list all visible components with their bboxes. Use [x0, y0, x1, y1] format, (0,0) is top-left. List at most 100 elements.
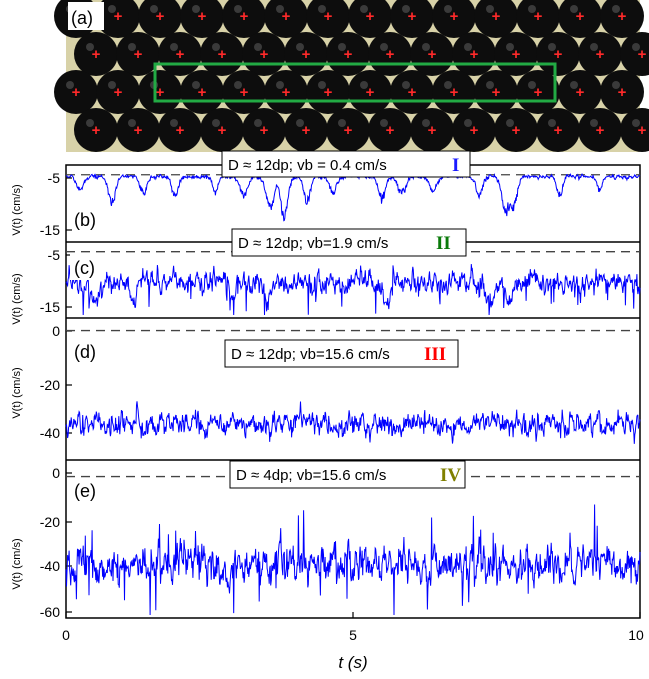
- grain: [390, 70, 434, 114]
- grain-highlight: [150, 5, 158, 13]
- grain-highlight: [276, 5, 284, 13]
- y-tick-label: -15: [40, 299, 60, 315]
- particle-center-marker: +: [156, 8, 165, 25]
- annotation-text: D ≈ 12dp; vb=15.6 cm/s: [231, 346, 390, 363]
- grain-highlight: [444, 5, 452, 13]
- grain: [474, 0, 518, 38]
- grain: [158, 108, 202, 152]
- regime-label: III: [424, 344, 446, 365]
- particle-center-marker: +: [450, 84, 459, 101]
- grain: [348, 70, 392, 114]
- velocity-series-line: [65, 264, 641, 316]
- particle-center-marker: +: [344, 46, 353, 63]
- grain-highlight: [590, 119, 598, 127]
- y-tick-label: -20: [40, 514, 60, 530]
- grain: [306, 0, 350, 38]
- regime-label: II: [436, 233, 451, 254]
- particle-center-marker: +: [618, 8, 627, 25]
- annotation-text: D ≈ 12dp; vb = 0.4 cm/s: [228, 157, 387, 174]
- velocity-series-line: [65, 172, 641, 222]
- grain-highlight: [464, 43, 472, 51]
- x-axis: 0 5 10 t (s): [62, 612, 644, 672]
- grain: [432, 0, 476, 38]
- grain-highlight: [66, 81, 74, 89]
- grain: [96, 0, 140, 38]
- particle-center-marker: +: [512, 46, 521, 63]
- green-selection-box: [153, 62, 557, 103]
- grain-highlight: [402, 5, 410, 13]
- grain-highlight: [360, 5, 368, 13]
- panel-label: (c): [74, 258, 95, 278]
- grain-highlight: [170, 43, 178, 51]
- grain-highlight: [422, 119, 430, 127]
- grain: [116, 108, 160, 152]
- grain-highlight: [296, 43, 304, 51]
- panel-b: -5 -15 V(t) (cm/s) (b) D ≈ 12dp; vb = 0.4 cm…: [11, 150, 641, 238]
- particle-center-marker: +: [92, 46, 101, 63]
- particle-center-marker: +: [156, 84, 165, 101]
- grain-highlight: [128, 119, 136, 127]
- grain: [410, 108, 454, 152]
- y-axis-title: V(t) (cm/s): [11, 273, 23, 324]
- y-axis-title: V(t) (cm/s): [11, 538, 23, 589]
- grain-highlight: [234, 81, 242, 89]
- grain: [620, 32, 649, 76]
- grain-highlight: [632, 43, 640, 51]
- x-tick-label: 0: [62, 627, 70, 643]
- grain: [600, 0, 644, 38]
- particle-center-marker: +: [324, 84, 333, 101]
- grain-highlight: [528, 81, 536, 89]
- annotation-box: [221, 150, 471, 178]
- particle-center-marker: +: [428, 46, 437, 63]
- grain-highlight: [318, 5, 326, 13]
- grain-highlight: [86, 43, 94, 51]
- panel-label: (b): [74, 210, 96, 230]
- grain-highlight: [192, 81, 200, 89]
- grain-highlight: [422, 43, 430, 51]
- grain: [74, 32, 118, 76]
- particle-center-marker: +: [492, 8, 501, 25]
- y-axis-title: V(t) (cm/s): [11, 184, 23, 235]
- grain: [390, 0, 434, 38]
- grain-highlight: [338, 43, 346, 51]
- annotation-box: [229, 460, 466, 489]
- particle-center-marker: +: [134, 122, 143, 139]
- grain: [284, 108, 328, 152]
- grain: [536, 108, 580, 152]
- particle-center-marker: +: [218, 122, 227, 139]
- panel-a-photo: + + + + + + + + + + + + + + + + + + + + + + + + + + + + + + + + + + + + + + + +…: [54, 0, 649, 152]
- grain: [222, 0, 266, 38]
- grain: [620, 108, 649, 152]
- regime-label: I: [452, 155, 459, 176]
- grain-highlight: [254, 43, 262, 51]
- x-tick-label: 10: [628, 627, 644, 643]
- grain-highlight: [338, 119, 346, 127]
- particle-center-marker: +: [386, 122, 395, 139]
- panel-a-label-bg: [68, 2, 104, 30]
- particle-center-marker: +: [176, 122, 185, 139]
- grain-highlight: [506, 119, 514, 127]
- particle-center-marker: +: [428, 122, 437, 139]
- grain: [494, 108, 538, 152]
- particle-center-marker: +: [72, 84, 81, 101]
- grain: [54, 70, 98, 114]
- grain: [180, 70, 224, 114]
- particle-center-marker: +: [618, 84, 627, 101]
- particle-center-marker: +: [218, 46, 227, 63]
- particle-center-marker: +: [114, 8, 123, 25]
- grain-highlight: [506, 43, 514, 51]
- grain-highlight: [632, 119, 640, 127]
- panel-d: 0 -20 -40 V(t) (cm/s) (d) D ≈ 12dp; vb=15.6 c…: [11, 323, 641, 444]
- grain-highlight: [212, 43, 220, 51]
- y-tick-label: -40: [40, 425, 60, 441]
- grain: [516, 70, 560, 114]
- particle-center-marker: +: [282, 84, 291, 101]
- annotation-box: [231, 228, 467, 257]
- particle-center-marker: +: [596, 46, 605, 63]
- grain: [74, 108, 118, 152]
- grain-highlight: [234, 5, 242, 13]
- particle-center-marker: +: [534, 84, 543, 101]
- grain: [578, 108, 622, 152]
- particle-center-marker: +: [344, 122, 353, 139]
